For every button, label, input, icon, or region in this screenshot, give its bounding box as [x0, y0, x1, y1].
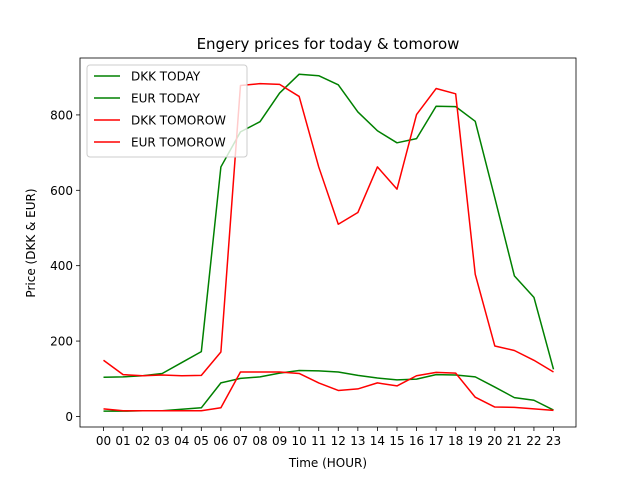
x-tick-label: 19 — [468, 434, 483, 448]
x-tick-label: 03 — [155, 434, 170, 448]
x-tick-label: 21 — [507, 434, 522, 448]
x-tick-label: 13 — [350, 434, 365, 448]
x-tick-label: 01 — [115, 434, 130, 448]
series-line-4 — [103, 371, 554, 412]
legend-label: EUR TODAY — [131, 92, 201, 106]
y-tick-label: 600 — [50, 184, 73, 198]
x-tick-label: 00 — [96, 434, 111, 448]
y-axis-label: Price (DKK & EUR) — [24, 188, 38, 297]
x-tick-label: 10 — [292, 434, 307, 448]
x-tick-label: 18 — [448, 434, 463, 448]
y-tick-label: 0 — [65, 410, 73, 424]
x-tick-label: 16 — [409, 434, 424, 448]
series-line-3 — [103, 82, 554, 377]
legend-label: DKK TOMOROW — [131, 114, 226, 128]
legend: DKK TODAY EUR TODAY DKK TOMOROW EUR TOMOROW — [86, 64, 248, 158]
x-tick-label: 17 — [428, 434, 443, 448]
legend-label: DKK TODAY — [131, 70, 201, 84]
legend-label: EUR TOMOROW — [131, 136, 226, 150]
x-tick-label: 07 — [233, 434, 248, 448]
x-tick-label: 15 — [389, 434, 404, 448]
x-tick-label: 06 — [213, 434, 228, 448]
x-tick-label: 04 — [174, 434, 189, 448]
y-tick-label: 200 — [50, 335, 73, 349]
chart-title: Engery prices for today & tomorow — [197, 35, 460, 53]
plot-frame — [79, 57, 577, 428]
x-tick-label: 12 — [331, 434, 346, 448]
x-tick-label: 09 — [272, 434, 287, 448]
x-tick-label: 14 — [370, 434, 385, 448]
x-axis-label: Time (HOUR) — [288, 456, 367, 470]
x-tick-label: 05 — [194, 434, 209, 448]
x-tick-label: 11 — [311, 434, 326, 448]
x-tick-label: 23 — [546, 434, 561, 448]
x-tick-label: 02 — [135, 434, 150, 448]
y-tick-label: 400 — [50, 259, 73, 273]
series-line-1 — [103, 73, 555, 378]
x-tick-label: 20 — [487, 434, 502, 448]
y-tick-label: 800 — [50, 108, 73, 122]
series-line-2 — [103, 369, 554, 412]
x-tick-label: 08 — [252, 434, 267, 448]
x-tick-label: 22 — [526, 434, 541, 448]
legend-box — [86, 64, 248, 158]
plot-area: 00 01 02 03 04 05 06 07 08 09 10 11 12 13 14 15 16 17 18 19… — [50, 57, 577, 448]
